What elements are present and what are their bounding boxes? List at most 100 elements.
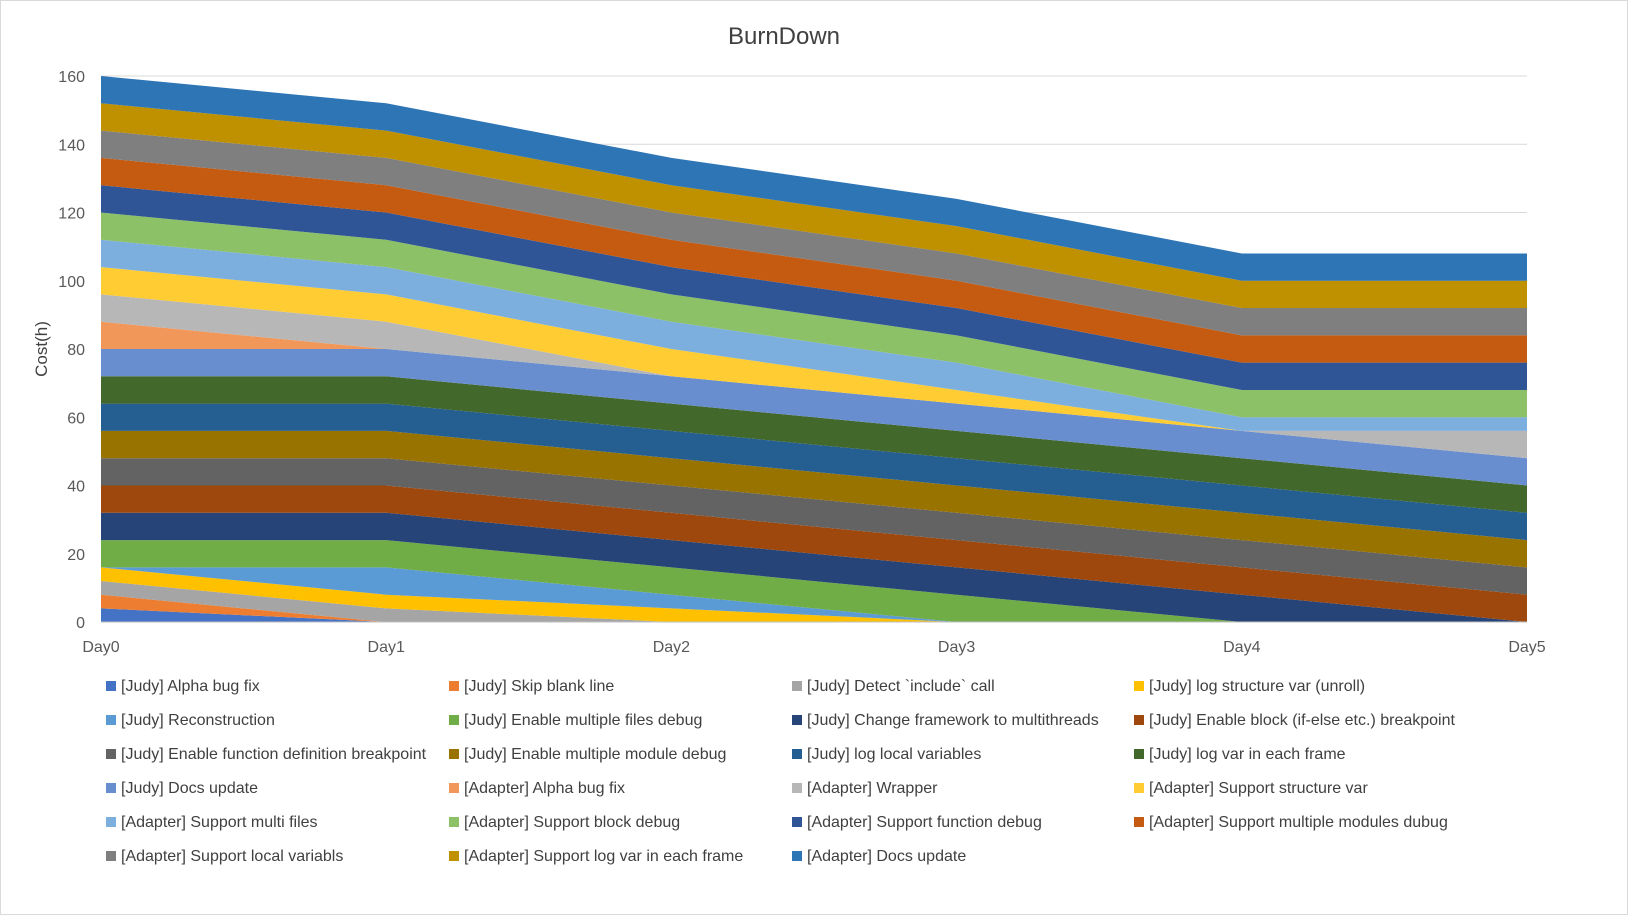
legend-item: [Judy] Enable function definition breakp… [106,746,427,763]
legend-item: [Adapter] Support block debug [449,814,680,831]
area-series-4 [101,567,1527,622]
legend-item: [Judy] log local variables [792,746,981,763]
x-tick-label: Day5 [1508,639,1545,656]
legend-label: [Judy] Skip blank line [464,678,614,695]
legend-item: [Adapter] Support log var in each frame [449,848,743,865]
x-tick-label: Day4 [1223,639,1260,656]
chart-title: BurnDown [728,23,840,50]
legend-item: [Adapter] Docs update [792,848,966,865]
y-tick-label: 120 [58,206,85,223]
legend-label: [Judy] log structure var (unroll) [1149,678,1365,695]
legend-swatch [106,817,116,827]
legend-item: [Adapter] Wrapper [792,780,938,797]
legend-label: [Adapter] Alpha bug fix [464,780,625,797]
area-series-8 [101,485,1527,622]
area-series-13 [101,349,1527,486]
legend-swatch [792,715,802,725]
area-series-5 [101,567,1527,622]
area-series-12 [101,376,1527,513]
legend-item: [Judy] Enable block (if-else etc.) break… [1134,712,1455,729]
legend-swatch [449,851,459,861]
legend-item: [Judy] Docs update [106,780,258,797]
legend-label: [Judy] log local variables [807,746,981,763]
area-series-20 [101,157,1527,363]
legend-swatch [106,851,116,861]
legend-item: [Adapter] Support multi files [106,814,318,831]
y-tick-label: 40 [67,479,85,496]
legend-item: [Judy] log var in each frame [1134,746,1346,763]
legend-label: [Judy] Docs update [121,780,258,797]
legend-label: [Adapter] Wrapper [807,780,938,797]
legend-swatch [792,749,802,759]
legend-item: [Judy] Reconstruction [106,712,275,729]
area-series-22 [101,103,1527,309]
y-tick-label: 0 [76,615,85,632]
legend-item: [Judy] Alpha bug fix [106,678,260,695]
x-tick-label: Day0 [82,639,119,656]
legend-swatch [1134,783,1144,793]
legend-swatch [792,783,802,793]
x-tick-label: Day1 [368,639,405,656]
legend-item: [Judy] Enable multiple files debug [449,712,702,729]
legend-label: [Judy] Detect `include` call [807,678,995,695]
y-tick-label: 160 [58,69,85,86]
legend-swatch [106,715,116,725]
axes: 0 20 40 60 80 100 120 140 160 Day0 Day1 Day2 Day3 Day… [58,69,1545,656]
legend-label: [Judy] Alpha bug fix [121,678,260,695]
y-tick-label: 60 [67,410,85,427]
legend-label: [Adapter] Support multiple modules dubug [1149,814,1448,831]
legend-swatch [792,851,802,861]
legend-swatch [792,681,802,691]
area-series-17 [101,239,1527,431]
legend-label: [Adapter] Docs update [807,848,966,865]
legend-item: [Adapter] Support structure var [1134,780,1368,797]
legend-swatch [1134,817,1144,827]
legend-swatch [792,817,802,827]
area-series-23 [101,76,1527,281]
area-series-11 [101,403,1527,541]
legend-label: [Adapter] Support log var in each frame [464,848,743,865]
legend: [Judy] Alpha bug fix [Judy] Skip blank li… [106,678,1455,865]
legend-item: [Judy] Change framework to multithreads [792,712,1099,729]
legend-item: [Adapter] Alpha bug fix [449,780,625,797]
legend-label: [Judy] Enable multiple files debug [464,712,702,729]
area-series-21 [101,130,1527,336]
legend-label: [Adapter] Support function debug [807,814,1042,831]
legend-item: [Judy] Detect `include` call [792,678,995,695]
legend-item: [Judy] log structure var (unroll) [1134,678,1365,695]
legend-label: [Judy] Enable block (if-else etc.) break… [1149,712,1455,729]
y-tick-label: 20 [67,547,85,564]
x-tick-label: Day3 [938,639,975,656]
area-series-19 [101,185,1527,390]
y-tick-label: 80 [67,342,85,359]
legend-swatch [449,817,459,827]
area-series-7 [101,512,1527,622]
legend-label: [Adapter] Support structure var [1149,780,1368,797]
area-series-6 [101,540,1527,622]
legend-swatch [449,783,459,793]
legend-label: [Adapter] Support block debug [464,814,680,831]
legend-item: [Adapter] Support multiple modules dubug [1134,814,1448,831]
legend-label: [Adapter] Support local variabls [121,848,343,865]
legend-swatch [1134,749,1144,759]
y-axis-title: Cost(h) [32,321,51,377]
legend-label: [Judy] Reconstruction [121,712,275,729]
legend-swatch [106,783,116,793]
legend-swatch [449,715,459,725]
area-series-3 [101,581,1527,622]
legend-swatch [106,749,116,759]
legend-label: [Judy] Enable function definition breakp… [121,746,427,763]
legend-label: [Judy] Change framework to multithreads [807,712,1099,729]
legend-swatch [1134,715,1144,725]
stacked-areas [101,76,1527,622]
legend-label: [Adapter] Support multi files [121,814,318,831]
area-series-10 [101,430,1527,568]
legend-swatch [106,681,116,691]
legend-item: [Adapter] Support function debug [792,814,1042,831]
legend-label: [Judy] Enable multiple module debug [464,746,726,763]
x-tick-label: Day2 [653,639,690,656]
area-series-1 [101,608,1527,622]
area-series-16 [101,267,1527,431]
